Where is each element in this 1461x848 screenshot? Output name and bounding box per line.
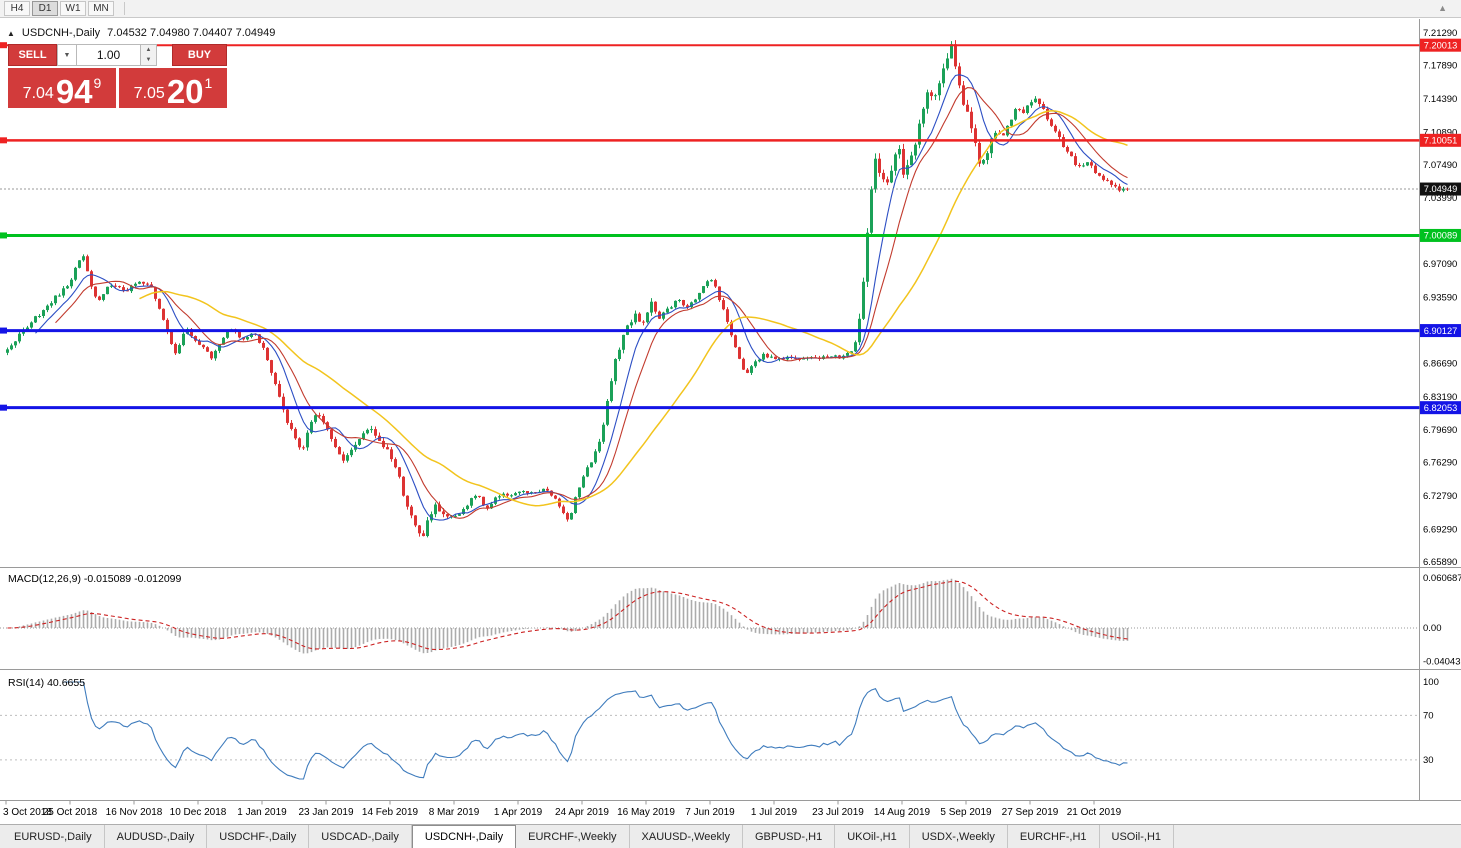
scroll-to-end-icon[interactable]: ▲: [1438, 3, 1447, 13]
svg-text:3 Oct 2018: 3 Oct 2018: [3, 807, 52, 818]
svg-text:7.21290: 7.21290: [1423, 28, 1457, 39]
svg-text:6.97090: 6.97090: [1423, 259, 1457, 270]
svg-text:7.07490: 7.07490: [1423, 160, 1457, 171]
levels-layer: 7.20013 7.10051 7.00089 6.90127 6.82053 7.049…: [0, 38, 1461, 415]
svg-text:RSI(14) 40.6655: RSI(14) 40.6655: [8, 677, 85, 689]
tab-usoil-h1[interactable]: USOil-,H1: [1099, 825, 1175, 848]
chart-window: 7.21290 7.17890 7.14390 7.10890 7.07490 7.039…: [0, 18, 1461, 824]
chevron-down-icon: ▼: [63, 51, 71, 59]
tab-gbpusd-h1[interactable]: GBPUSD-,H1: [742, 825, 836, 848]
one-click-trading-panel: SELL ▼ 1.00 ▲ ▼ BUY 7.04 94 9 7.05 20 1: [8, 44, 227, 108]
price-axis: 7.21290 7.17890 7.14390 7.10890 7.07490 7.039…: [1423, 28, 1457, 568]
svg-text:1 Jan 2019: 1 Jan 2019: [237, 807, 287, 818]
svg-text:1 Apr 2019: 1 Apr 2019: [494, 807, 543, 818]
svg-text:7 Jun 2019: 7 Jun 2019: [685, 807, 735, 818]
macd-panel: MACD(12,26,9) -0.015089 -0.012099 0.06068…: [0, 573, 1461, 667]
svg-text:6.83190: 6.83190: [1423, 392, 1457, 403]
timeframe-mn[interactable]: MN: [88, 1, 114, 16]
volume-input[interactable]: 1.00: [77, 44, 141, 66]
svg-text:7.00089: 7.00089: [1424, 231, 1458, 241]
tab-audusd-daily[interactable]: AUDUSD-,Daily: [104, 825, 208, 848]
svg-text:0.060687: 0.060687: [1423, 573, 1461, 584]
price-chart-canvas[interactable]: 7.21290 7.17890 7.14390 7.10890 7.07490 7.039…: [0, 18, 1461, 824]
tab-ukoil-h1[interactable]: UKOil-,H1: [835, 825, 910, 848]
svg-text:6.69290: 6.69290: [1423, 525, 1457, 536]
svg-text:8 Mar 2019: 8 Mar 2019: [429, 807, 480, 818]
chart-ohlc-values: 7.04532 7.04980 7.04407 7.04949: [107, 27, 276, 39]
timeframe-w1[interactable]: W1: [60, 1, 86, 16]
chart-frame: [0, 19, 1461, 801]
buy-button[interactable]: BUY: [172, 44, 227, 66]
svg-text:100: 100: [1423, 677, 1439, 688]
svg-text:21 Oct 2019: 21 Oct 2019: [1067, 807, 1122, 818]
volume-preset-dropdown[interactable]: ▼: [57, 44, 77, 66]
chart-title: ▲ USDCNH-,Daily 7.04532 7.04980 7.04407 …: [7, 27, 275, 39]
svg-text:7.14390: 7.14390: [1423, 94, 1457, 105]
tab-eurchf-h1[interactable]: EURCHF-,H1: [1007, 825, 1100, 848]
toolbar-separator: [124, 2, 125, 15]
chart-symbol-period: USDCNH-,Daily: [21, 27, 101, 39]
svg-text:6.79690: 6.79690: [1423, 425, 1457, 436]
svg-text:7.17890: 7.17890: [1423, 60, 1457, 71]
timeframe-toolbar: H4 D1 W1 MN ▲: [0, 0, 1461, 18]
timeframe-d1[interactable]: D1: [32, 1, 58, 16]
svg-text:6.90127: 6.90127: [1424, 326, 1458, 336]
svg-text:6.76290: 6.76290: [1423, 458, 1457, 469]
svg-text:MACD(12,26,9) -0.015089 -0.01: MACD(12,26,9) -0.015089 -0.012099: [8, 573, 182, 585]
volume-increase-icon[interactable]: ▲: [145, 47, 152, 53]
svg-text:-0.040432: -0.040432: [1423, 656, 1461, 667]
tab-usdx-weekly[interactable]: USDX-,Weekly: [909, 825, 1008, 848]
collapse-triangle-icon: ▲: [7, 28, 15, 38]
svg-text:7.20013: 7.20013: [1424, 40, 1458, 50]
svg-text:27 Sep 2019: 27 Sep 2019: [1002, 807, 1059, 818]
tab-xauusd-weekly[interactable]: XAUUSD-,Weekly: [629, 825, 743, 848]
svg-text:6.72790: 6.72790: [1423, 491, 1457, 502]
timeframe-h4[interactable]: H4: [4, 1, 30, 16]
moving-averages-layer: [35, 74, 1128, 521]
svg-text:7.10051: 7.10051: [1424, 136, 1458, 146]
tab-eurchf-weekly[interactable]: EURCHF-,Weekly: [516, 825, 630, 848]
sell-button[interactable]: SELL: [8, 44, 57, 66]
svg-text:23 Jul 2019: 23 Jul 2019: [812, 807, 864, 818]
svg-text:16 Nov 2018: 16 Nov 2018: [106, 807, 163, 818]
volume-stepper[interactable]: ▲ ▼: [141, 44, 157, 66]
svg-text:23 Jan 2019: 23 Jan 2019: [298, 807, 353, 818]
svg-text:25 Oct 2018: 25 Oct 2018: [43, 807, 98, 818]
svg-text:1 Jul 2019: 1 Jul 2019: [751, 807, 798, 818]
candles-layer: [6, 40, 1129, 538]
tab-eurusd-daily[interactable]: EURUSD-,Daily: [2, 825, 105, 848]
svg-text:0.00: 0.00: [1423, 623, 1442, 634]
tab-usdcnh-daily[interactable]: USDCNH-,Daily: [411, 825, 517, 848]
svg-text:6.86690: 6.86690: [1423, 358, 1457, 369]
svg-text:6.93590: 6.93590: [1423, 293, 1457, 304]
svg-text:24 Apr 2019: 24 Apr 2019: [555, 807, 609, 818]
buy-price-display[interactable]: 7.05 20 1: [119, 68, 227, 108]
svg-text:6.82053: 6.82053: [1424, 403, 1458, 413]
svg-text:14 Feb 2019: 14 Feb 2019: [362, 807, 419, 818]
svg-text:16 May 2019: 16 May 2019: [617, 807, 675, 818]
svg-text:7.10890: 7.10890: [1423, 127, 1457, 138]
svg-text:7.03990: 7.03990: [1423, 193, 1457, 204]
rsi-panel: RSI(14) 40.6655 100 70 30: [0, 677, 1439, 780]
tab-usdchf-daily[interactable]: USDCHF-,Daily: [207, 825, 310, 848]
svg-text:14 Aug 2019: 14 Aug 2019: [874, 807, 931, 818]
tab-usdcad-daily[interactable]: USDCAD-,Daily: [309, 825, 412, 848]
svg-text:5 Sep 2019: 5 Sep 2019: [940, 807, 992, 818]
svg-text:6.65890: 6.65890: [1423, 557, 1457, 568]
sell-price-display[interactable]: 7.04 94 9: [8, 68, 116, 108]
volume-decrease-icon[interactable]: ▼: [145, 57, 152, 63]
svg-text:7.04949: 7.04949: [1424, 184, 1458, 194]
chart-tabs: EURUSD-,Daily AUDUSD-,Daily USDCHF-,Daily U…: [0, 824, 1461, 848]
svg-text:30: 30: [1423, 755, 1434, 766]
svg-text:70: 70: [1423, 710, 1434, 721]
svg-text:10 Dec 2018: 10 Dec 2018: [170, 807, 227, 818]
